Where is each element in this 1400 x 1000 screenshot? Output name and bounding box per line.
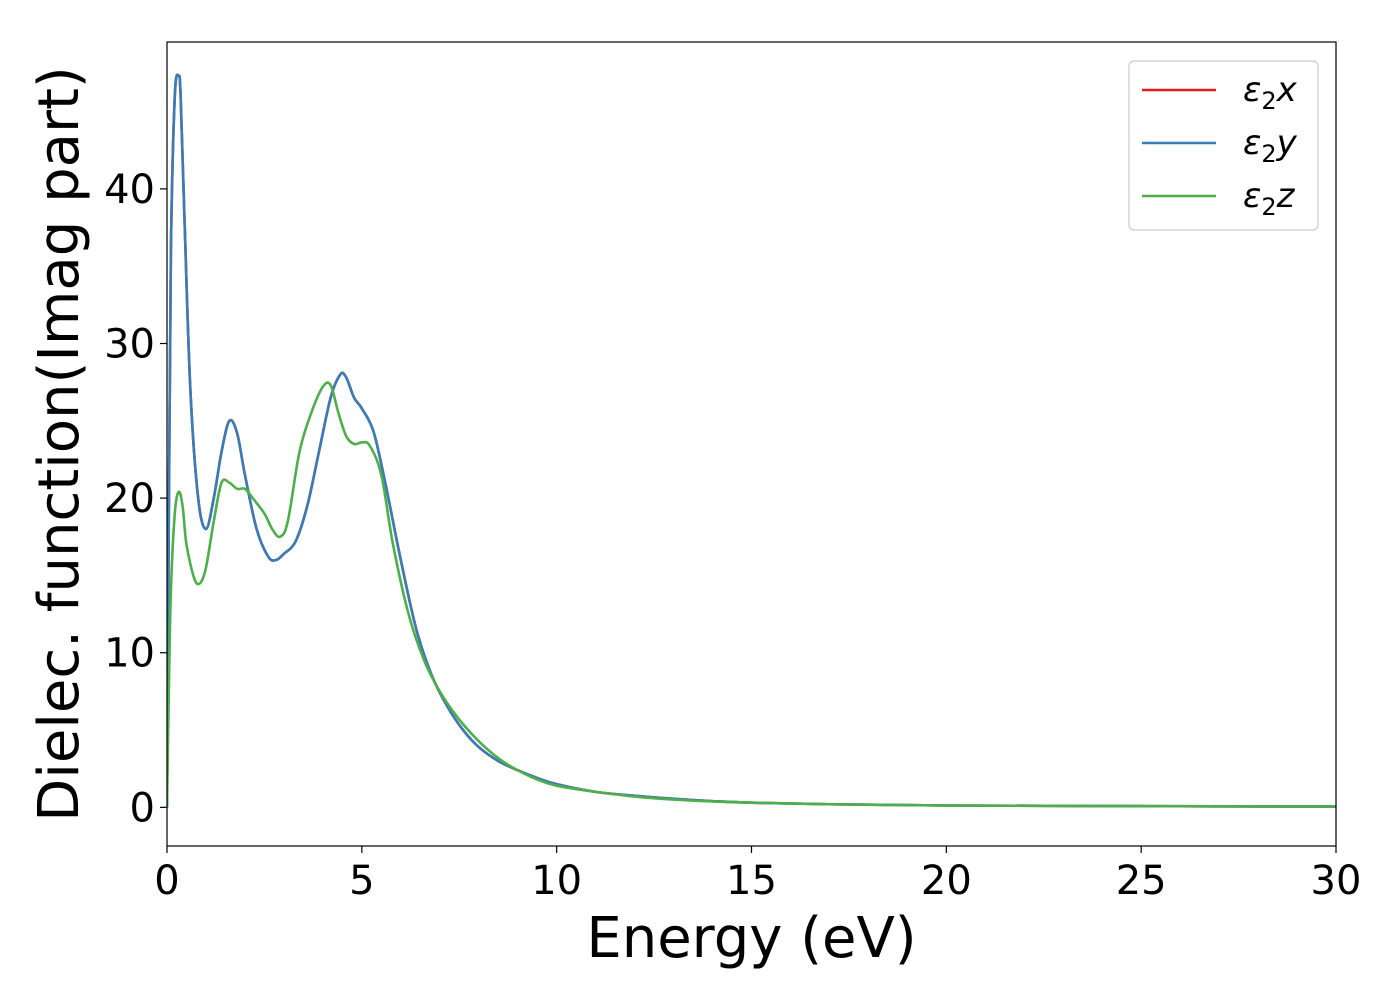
legend: ε2x ε2y ε2z bbox=[1128, 60, 1319, 231]
series-line-z bbox=[167, 381, 1336, 808]
x-tick-label: 20 bbox=[921, 858, 972, 904]
y-axis-ticks: 0 10 20 30 40 bbox=[104, 167, 167, 831]
legend-label-y: ε2y bbox=[1243, 123, 1298, 168]
legend-label-z: ε2z bbox=[1243, 176, 1296, 221]
y-tick-label: 20 bbox=[104, 476, 155, 522]
x-tick-label: 10 bbox=[531, 858, 582, 904]
y-axis-title: Dielec. function(Imag part) bbox=[27, 66, 92, 822]
x-tick-label: 15 bbox=[726, 858, 777, 904]
x-tick-label: 0 bbox=[154, 858, 179, 904]
y-tick-label: 0 bbox=[130, 785, 155, 831]
y-tick-label: 30 bbox=[104, 322, 155, 368]
y-tick-label: 40 bbox=[104, 167, 155, 213]
x-tick-label: 25 bbox=[1116, 858, 1167, 904]
x-axis-title: Energy (eV) bbox=[586, 906, 916, 971]
legend-box bbox=[1128, 60, 1319, 231]
x-tick-label: 30 bbox=[1311, 858, 1362, 904]
x-axis-ticks: 0 5 10 15 20 25 30 bbox=[154, 846, 1361, 904]
y-tick-label: 10 bbox=[104, 631, 155, 677]
plot-lines bbox=[167, 73, 1336, 808]
x-tick-label: 5 bbox=[349, 858, 374, 904]
legend-label-x: ε2x bbox=[1243, 70, 1298, 115]
